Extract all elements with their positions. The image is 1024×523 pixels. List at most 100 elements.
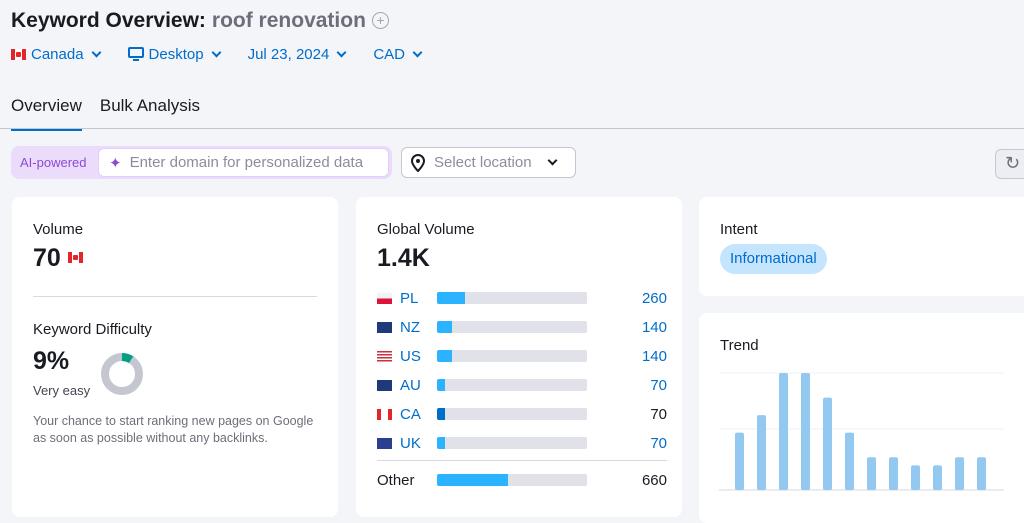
- device-dropdown[interactable]: Desktop: [127, 46, 222, 63]
- trend-chart: [719, 372, 1004, 491]
- global-row-us: US 140: [377, 346, 667, 366]
- domain-placeholder: Enter domain for personalized data: [129, 154, 364, 171]
- kd-description: Your chance to start ranking new pages o…: [33, 414, 314, 445]
- country-code[interactable]: PL: [400, 289, 419, 307]
- trend-bar[interactable]: [801, 373, 810, 490]
- location-placeholder: Select location: [434, 154, 532, 171]
- ai-powered-badge: AI-powered: [20, 155, 87, 170]
- trend-bar[interactable]: [889, 457, 898, 490]
- volume-bar-fill: [437, 379, 445, 391]
- domain-input[interactable]: ✦ Enter domain for personalized data: [98, 148, 389, 177]
- volume-bar-track: [437, 321, 587, 333]
- currency-dropdown[interactable]: CAD: [373, 46, 423, 63]
- trend-bar[interactable]: [867, 457, 876, 490]
- kd-donut: [101, 353, 143, 395]
- global-row-pl: PL 260: [377, 288, 667, 308]
- global-row-au: AU 70: [377, 375, 667, 395]
- au-flag-icon: [377, 379, 392, 391]
- tab-overview[interactable]: Overview: [11, 96, 82, 131]
- divider: [33, 296, 317, 297]
- country-volume: 70: [650, 405, 667, 423]
- desktop-icon: [127, 47, 144, 61]
- country-code[interactable]: UK: [400, 434, 421, 452]
- trend-bar[interactable]: [911, 465, 920, 490]
- location-pin-icon: [411, 153, 425, 172]
- country-code[interactable]: NZ: [400, 318, 420, 336]
- ca-flag-icon: [377, 408, 392, 420]
- trend-card: Trend: [699, 313, 1024, 523]
- canada-flag-icon: [11, 49, 26, 60]
- trend-bar[interactable]: [823, 397, 832, 490]
- title-label: Keyword Overview:: [11, 9, 206, 32]
- volume-label: Volume: [33, 221, 84, 238]
- chevron-down-icon: [211, 47, 222, 58]
- location-select[interactable]: Select location: [401, 147, 576, 178]
- date-dropdown[interactable]: Jul 23, 2024: [247, 46, 347, 63]
- uk-flag-icon: [377, 437, 392, 449]
- intent-label: Intent: [720, 221, 758, 238]
- global-volume-value: 1.4K: [377, 244, 430, 272]
- volume-bar-track: [437, 379, 587, 391]
- add-icon[interactable]: +: [371, 12, 389, 29]
- country-volume[interactable]: 140: [641, 347, 667, 365]
- trend-bar[interactable]: [977, 457, 986, 490]
- trend-bar[interactable]: [735, 432, 744, 490]
- country-code[interactable]: AU: [400, 376, 421, 394]
- filters-bar: Canada Desktop Jul 23, 2024 CAD: [11, 46, 449, 63]
- volume-bar-track: [437, 408, 587, 420]
- volume-bar-fill: [437, 408, 445, 420]
- tabs-divider: [0, 128, 1024, 129]
- country-code[interactable]: CA: [400, 405, 421, 423]
- volume-bar-fill: [437, 350, 452, 362]
- volume-value: 70: [33, 244, 83, 273]
- intent-badge: Informational: [720, 244, 827, 274]
- kd-value: 9%: [33, 347, 70, 375]
- canada-flag-icon: [67, 252, 83, 263]
- chevron-down-icon: [412, 47, 423, 58]
- country-volume[interactable]: 70: [650, 376, 667, 394]
- volume-bar-fill: [437, 437, 445, 449]
- country-volume[interactable]: 260: [641, 289, 667, 307]
- chevron-down-icon: [336, 47, 347, 58]
- country-volume: 660: [641, 471, 667, 489]
- global-row-ca: CA 70: [377, 404, 667, 424]
- volume-card: Volume 70 Keyword Difficulty 9% Very eas…: [12, 197, 338, 517]
- volume-bar-track: [437, 350, 587, 362]
- date-label: Jul 23, 2024: [247, 46, 330, 63]
- volume-bar-fill: [437, 321, 452, 333]
- trend-bar[interactable]: [757, 415, 766, 490]
- ai-domain-box: AI-powered ✦ Enter domain for personalize…: [11, 146, 392, 179]
- volume-bar-track: [437, 437, 587, 449]
- refresh-button[interactable]: ↻: [995, 149, 1024, 179]
- volume-bar-fill: [437, 292, 465, 304]
- kd-level: Very easy: [33, 383, 91, 398]
- chevron-down-icon: [547, 155, 558, 166]
- country-volume[interactable]: 70: [650, 434, 667, 452]
- trend-bar[interactable]: [933, 465, 942, 490]
- tabs: Overview Bulk Analysis: [11, 96, 218, 131]
- volume-bar-track: [437, 474, 587, 486]
- kd-label: Keyword Difficulty: [33, 321, 152, 338]
- country-dropdown[interactable]: Canada: [11, 46, 101, 63]
- intent-card: Intent Informational: [699, 197, 1024, 296]
- nz-flag-icon: [377, 321, 392, 333]
- country-code: Other: [377, 471, 415, 489]
- volume-number: 70: [33, 244, 61, 272]
- keyword: roof renovation: [211, 9, 366, 32]
- refresh-icon: ↻: [1005, 153, 1021, 173]
- page-title: Keyword Overview: roof renovation +: [11, 9, 389, 33]
- trend-label: Trend: [720, 337, 759, 354]
- trend-bar[interactable]: [955, 457, 964, 490]
- sparkle-icon: ✦: [109, 154, 122, 172]
- volume-bar-fill: [437, 474, 508, 486]
- kd-arc: [101, 353, 143, 395]
- global-volume-card: Global Volume 1.4K PL 260 NZ 140 US 140 AU 70 CA…: [356, 197, 682, 517]
- trend-bar[interactable]: [845, 432, 854, 490]
- country-code[interactable]: US: [400, 347, 421, 365]
- us-flag-icon: [377, 350, 392, 362]
- trend-bar[interactable]: [779, 373, 788, 490]
- tab-bulk-analysis[interactable]: Bulk Analysis: [99, 96, 201, 115]
- global-row-uk: UK 70: [377, 433, 667, 453]
- country-volume[interactable]: 140: [641, 318, 667, 336]
- pl-flag-icon: [377, 292, 392, 304]
